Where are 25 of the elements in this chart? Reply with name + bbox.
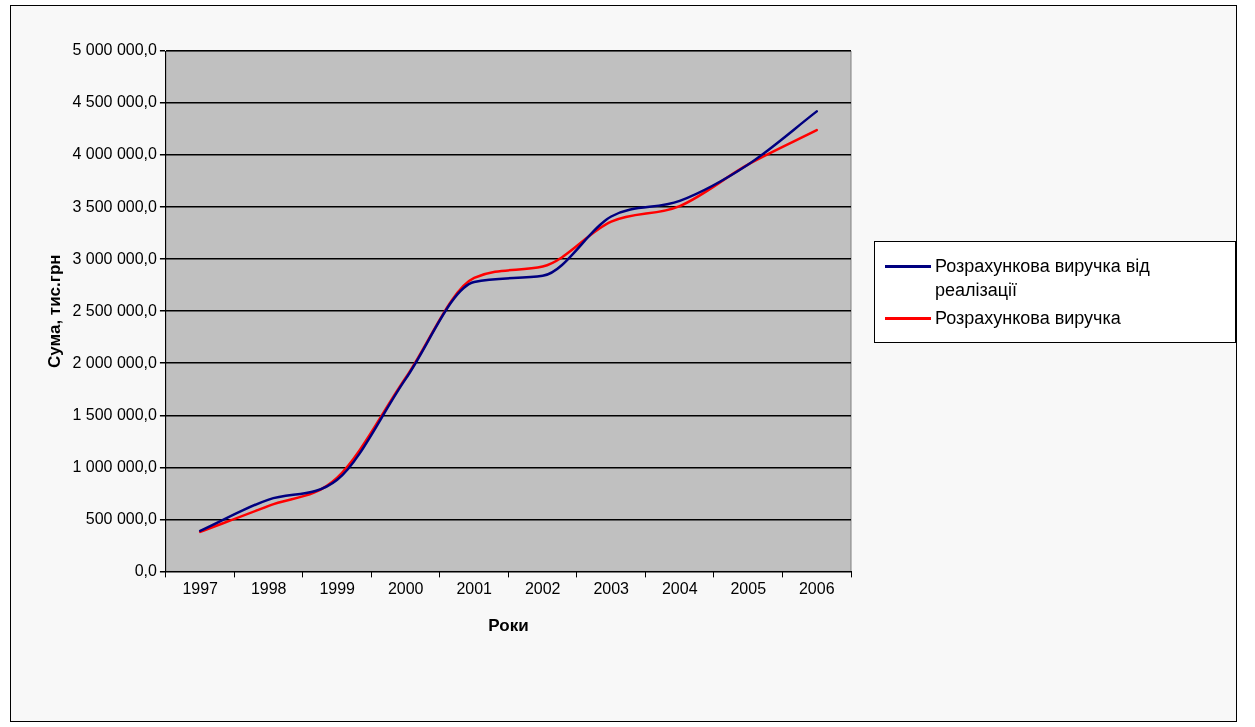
y-tick-label: 1 000 000,0 [72,457,158,475]
y-tick-label: 500 000,0 [85,509,158,527]
x-axis-title: Роки [488,616,529,636]
y-axis-title: Сума, тис.грн [44,254,64,368]
y-tick-label: 3 000 000,0 [72,249,158,267]
y-tick-label: 2 500 000,0 [72,301,158,319]
y-tick-label: 4 000 000,0 [72,145,158,163]
legend-label: Розрахункова виручка [935,307,1121,330]
x-tick-label: 2000 [387,580,424,598]
x-tick-label: 2004 [661,580,698,598]
x-tick-label: 2002 [524,580,561,598]
legend-label: Розрахункова виручка від реалізації [935,255,1151,302]
y-tick-label: 4 500 000,0 [72,93,158,111]
x-tick-label: 1999 [319,580,356,598]
x-tick-label: 1998 [250,580,287,598]
x-tick-label: 2001 [456,580,493,598]
x-tick-label: 1997 [182,580,219,598]
y-tick-label: 2 000 000,0 [72,353,158,371]
y-tick-label: 1 500 000,0 [72,405,158,423]
x-tick-label: 2005 [730,580,767,598]
y-tick-label: 0,0 [134,561,158,579]
x-tick-label: 2003 [593,580,630,598]
y-tick-label: 3 500 000,0 [72,197,158,215]
y-tick-label: 5 000 000,0 [72,41,158,59]
x-tick-label: 2006 [798,580,835,598]
